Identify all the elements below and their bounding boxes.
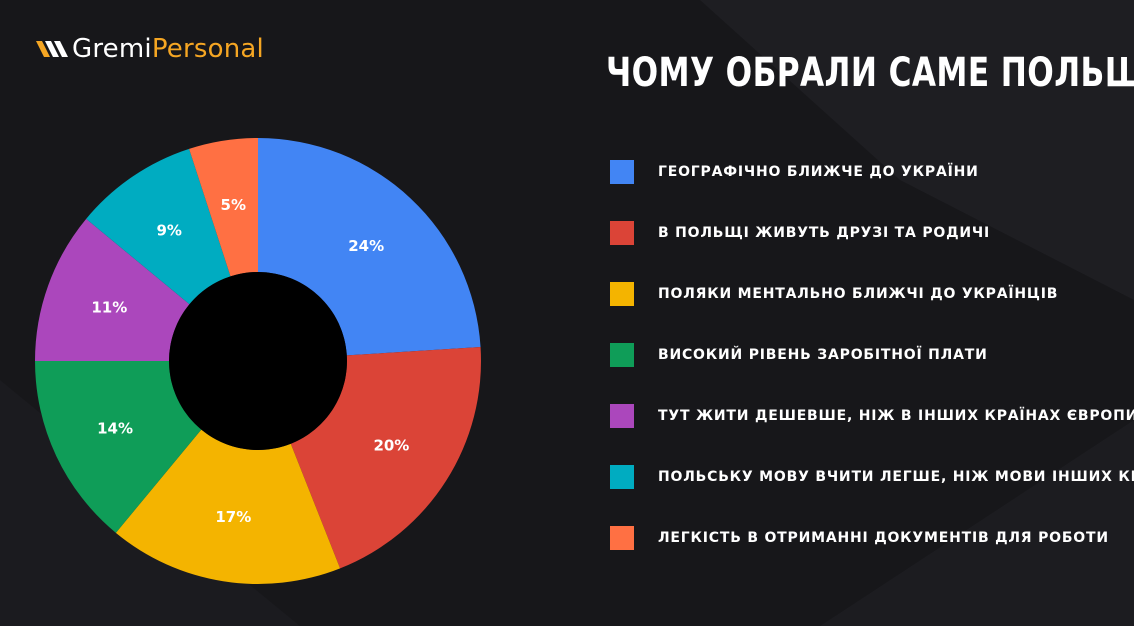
legend-item: ЛЕГКІСТЬ В ОТРИМАННІ ДОКУМЕНТІВ ДЛЯ РОБО… <box>610 526 1109 550</box>
slice-value-label: 24% <box>348 237 384 255</box>
donut-slice <box>86 148 231 305</box>
legend-item: ТУТ ЖИТИ ДЕШЕВШЕ, НІЖ В ІНШИХ КРАЇНАХ ЄВ… <box>610 404 1134 428</box>
legend-label: В ПОЛЬЩІ ЖИВУТЬ ДРУЗІ ТА РОДИЧІ <box>658 225 990 241</box>
donut-slice <box>258 138 481 356</box>
legend-swatch <box>610 465 634 489</box>
slice-value-label: 5% <box>221 196 246 214</box>
legend-item: ГЕОГРАФІЧНО БЛИЖЧЕ ДО УКРАЇНИ <box>610 160 979 184</box>
slice-value-label: 17% <box>215 508 251 526</box>
brand-name-part2: Personal <box>151 34 264 64</box>
legend-swatch <box>610 526 634 550</box>
slice-value-label: 20% <box>373 437 409 455</box>
donut-hole <box>169 272 347 450</box>
legend-swatch <box>610 343 634 367</box>
donut-slice <box>35 361 202 533</box>
slice-value-label: 9% <box>156 221 181 239</box>
donut-slice <box>290 346 481 569</box>
donut-slice <box>189 138 258 277</box>
brand-logo: GremiPersonal <box>34 34 264 64</box>
page-title: ЧОМУ ОБРАЛИ САМЕ ПОЛЬЩУ? <box>606 50 1134 96</box>
legend-item: ВИСОКИЙ РІВЕНЬ ЗАРОБІТНОЇ ПЛАТИ <box>610 343 988 367</box>
slice-value-label: 11% <box>91 298 127 316</box>
legend-label: ТУТ ЖИТИ ДЕШЕВШЕ, НІЖ В ІНШИХ КРАЇНАХ ЄВ… <box>658 408 1134 424</box>
legend-label: ГЕОГРАФІЧНО БЛИЖЧЕ ДО УКРАЇНИ <box>658 164 979 180</box>
legend-label: ПОЛЯКИ МЕНТАЛЬНО БЛИЖЧІ ДО УКРАЇНЦІВ <box>658 286 1059 302</box>
legend-label: ЛЕГКІСТЬ В ОТРИМАННІ ДОКУМЕНТІВ ДЛЯ РОБО… <box>658 530 1109 546</box>
legend-swatch <box>610 404 634 428</box>
legend-label: ВИСОКИЙ РІВЕНЬ ЗАРОБІТНОЇ ПЛАТИ <box>658 347 988 363</box>
brand-name: GremiPersonal <box>72 34 264 64</box>
brand-name-part1: Gremi <box>72 34 152 64</box>
legend-swatch <box>610 221 634 245</box>
legend-swatch <box>610 160 634 184</box>
donut-chart: 24% 20% 17% 14% 11% 9% 5% <box>35 138 481 585</box>
donut-slice <box>115 429 341 585</box>
legend-item: ПОЛЬСЬКУ МОВУ ВЧИТИ ЛЕГШЕ, НІЖ МОВИ ІНШИ… <box>610 465 1134 489</box>
legend-swatch <box>610 282 634 306</box>
slice-value-label: 14% <box>97 419 133 437</box>
donut-slice <box>35 218 190 361</box>
legend-item: ПОЛЯКИ МЕНТАЛЬНО БЛИЖЧІ ДО УКРАЇНЦІВ <box>610 282 1058 306</box>
brand-chevrons-icon <box>36 41 68 57</box>
legend-label: ПОЛЬСЬКУ МОВУ ВЧИТИ ЛЕГШЕ, НІЖ МОВИ ІНШИ… <box>658 469 1134 485</box>
legend-item: В ПОЛЬЩІ ЖИВУТЬ ДРУЗІ ТА РОДИЧІ <box>610 221 990 245</box>
